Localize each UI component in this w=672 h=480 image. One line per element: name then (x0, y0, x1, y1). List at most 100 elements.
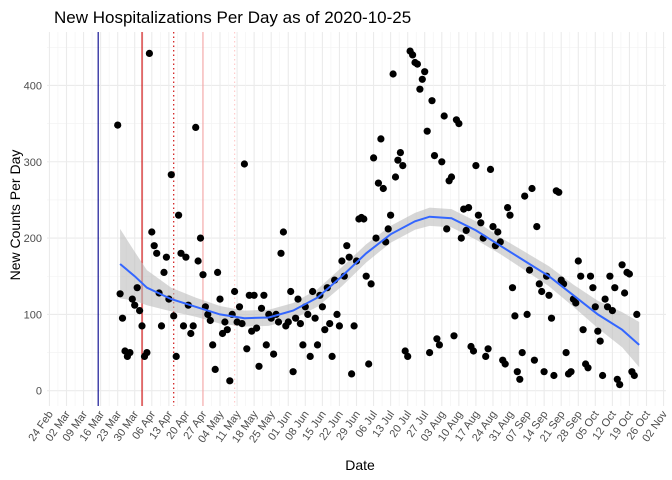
data-point (133, 284, 141, 292)
y-tick-label: 200 (24, 233, 42, 245)
data-point (396, 149, 404, 157)
data-point (192, 123, 200, 131)
data-point (253, 324, 261, 332)
data-point (199, 271, 207, 279)
data-point (572, 299, 580, 307)
data-point (423, 127, 431, 135)
data-point (525, 266, 534, 274)
data-point (309, 287, 317, 296)
data-point (360, 215, 368, 223)
data-point (206, 316, 214, 325)
data-point (162, 253, 170, 261)
data-point (421, 68, 429, 76)
data-point (540, 368, 548, 376)
data-point (535, 280, 543, 288)
data-point (289, 368, 297, 376)
data-point (223, 326, 231, 334)
data-point (209, 341, 217, 349)
data-point (616, 381, 624, 389)
data-point (511, 312, 519, 320)
data-point (177, 249, 185, 257)
data-point (221, 318, 229, 326)
data-point (179, 322, 188, 330)
data-point (416, 85, 424, 93)
data-point (521, 192, 529, 200)
data-point (513, 368, 521, 376)
data-point (391, 173, 400, 181)
data-point (367, 280, 375, 288)
vertical-markers (97, 32, 236, 406)
data-point (599, 371, 607, 380)
data-point (489, 223, 497, 231)
smooth-line (119, 215, 640, 346)
data-point (443, 225, 451, 233)
data-point (170, 312, 178, 320)
data-point (348, 370, 356, 378)
data-point (426, 349, 434, 357)
data-point (150, 242, 158, 250)
data-point (404, 352, 412, 360)
data-point (167, 171, 175, 179)
data-point (270, 350, 278, 358)
data-point (474, 211, 482, 219)
data-point (409, 51, 417, 59)
data-point (484, 345, 492, 353)
data-point (401, 347, 409, 355)
data-point (343, 242, 351, 250)
data-point (601, 295, 609, 303)
data-point (204, 310, 212, 318)
data-point (387, 211, 395, 219)
data-point (447, 173, 456, 181)
y-tick-labels: 0 100 200 300 400 (24, 80, 42, 397)
data-point (136, 307, 144, 315)
data-point (292, 314, 300, 322)
data-point (255, 362, 263, 370)
data-point (533, 223, 541, 231)
data-point (504, 204, 512, 212)
data-point (279, 228, 287, 236)
data-point (175, 211, 183, 219)
data-point (374, 179, 382, 187)
data-point (118, 314, 127, 322)
data-point (196, 234, 205, 242)
data-point (231, 287, 239, 296)
data-point (494, 228, 502, 236)
data-point (433, 335, 441, 343)
data-point (501, 360, 509, 368)
data-point (313, 341, 322, 349)
data-point (328, 352, 336, 360)
data-point (579, 326, 587, 334)
data-point (562, 349, 570, 357)
data-point (450, 332, 458, 340)
data-point (250, 291, 258, 299)
data-point (350, 322, 358, 330)
data-point (545, 291, 553, 299)
data-point (577, 272, 585, 280)
data-point (211, 365, 219, 373)
data-point (218, 329, 227, 338)
data-point (260, 291, 268, 299)
data-point (465, 204, 473, 212)
data-point (306, 352, 314, 360)
data-point (482, 352, 490, 360)
data-point (596, 337, 604, 345)
data-point (584, 364, 592, 372)
data-point (477, 219, 485, 227)
data-point (294, 295, 302, 303)
data-point (148, 228, 156, 236)
data-point (182, 253, 190, 261)
data-point (296, 320, 304, 328)
data-point (284, 318, 292, 326)
data-points (114, 47, 641, 389)
confidence-band (120, 207, 640, 368)
data-point (567, 368, 575, 376)
data-point (486, 165, 495, 173)
data-point (462, 226, 470, 234)
data-point (153, 249, 161, 257)
data-point (160, 268, 168, 276)
data-point (530, 356, 539, 364)
data-point (413, 60, 421, 68)
x-axis-title: Date (345, 457, 375, 473)
data-point (143, 349, 151, 357)
